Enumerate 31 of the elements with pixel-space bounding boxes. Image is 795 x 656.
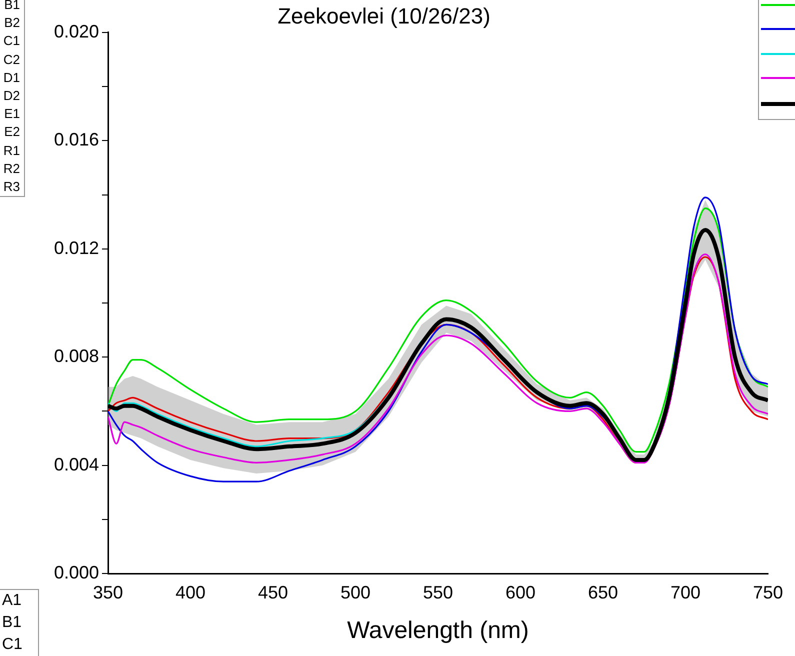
y-tick-label: 0.020 — [54, 21, 99, 42]
text: R1 — [2, 142, 20, 160]
text: C1 — [2, 32, 20, 50]
text: R3 — [2, 178, 20, 196]
y-tick-label: 0.016 — [54, 130, 99, 150]
x-tick-label: 550 — [422, 582, 454, 602]
text: E2 — [3, 123, 20, 142]
text: E1 — [3, 105, 20, 124]
x-tick-label: 450 — [258, 582, 288, 602]
text: B1 — [2, 613, 23, 633]
text: D2 — [2, 87, 20, 106]
x-axis-title: Wavelength (nm) — [347, 617, 529, 644]
y-tick-label: 0.004 — [54, 454, 99, 474]
text: B1 — [3, 0, 20, 14]
y-tick-label: 0.012 — [54, 238, 99, 258]
y-tick-label: 0.008 — [54, 346, 99, 366]
text: D1 — [2, 68, 20, 87]
x-tick-label: 350 — [92, 582, 124, 602]
text: R2 — [2, 160, 20, 178]
text: C2 — [2, 50, 20, 69]
x-tick-label: 650 — [588, 582, 618, 602]
x-tick-label: 600 — [505, 582, 536, 602]
text: C1 — [2, 635, 24, 655]
x-tick-label: 500 — [340, 582, 371, 602]
chart-title: Zeekoevlei (10/26/23) — [278, 3, 490, 28]
text: A1 — [2, 591, 23, 611]
y-tick-label: 0.000 — [54, 562, 99, 583]
text: B2 — [3, 14, 20, 32]
x-tick-label: 400 — [175, 582, 206, 602]
x-tick-label: 700 — [670, 582, 701, 602]
x-tick-label: 750 — [752, 582, 784, 602]
